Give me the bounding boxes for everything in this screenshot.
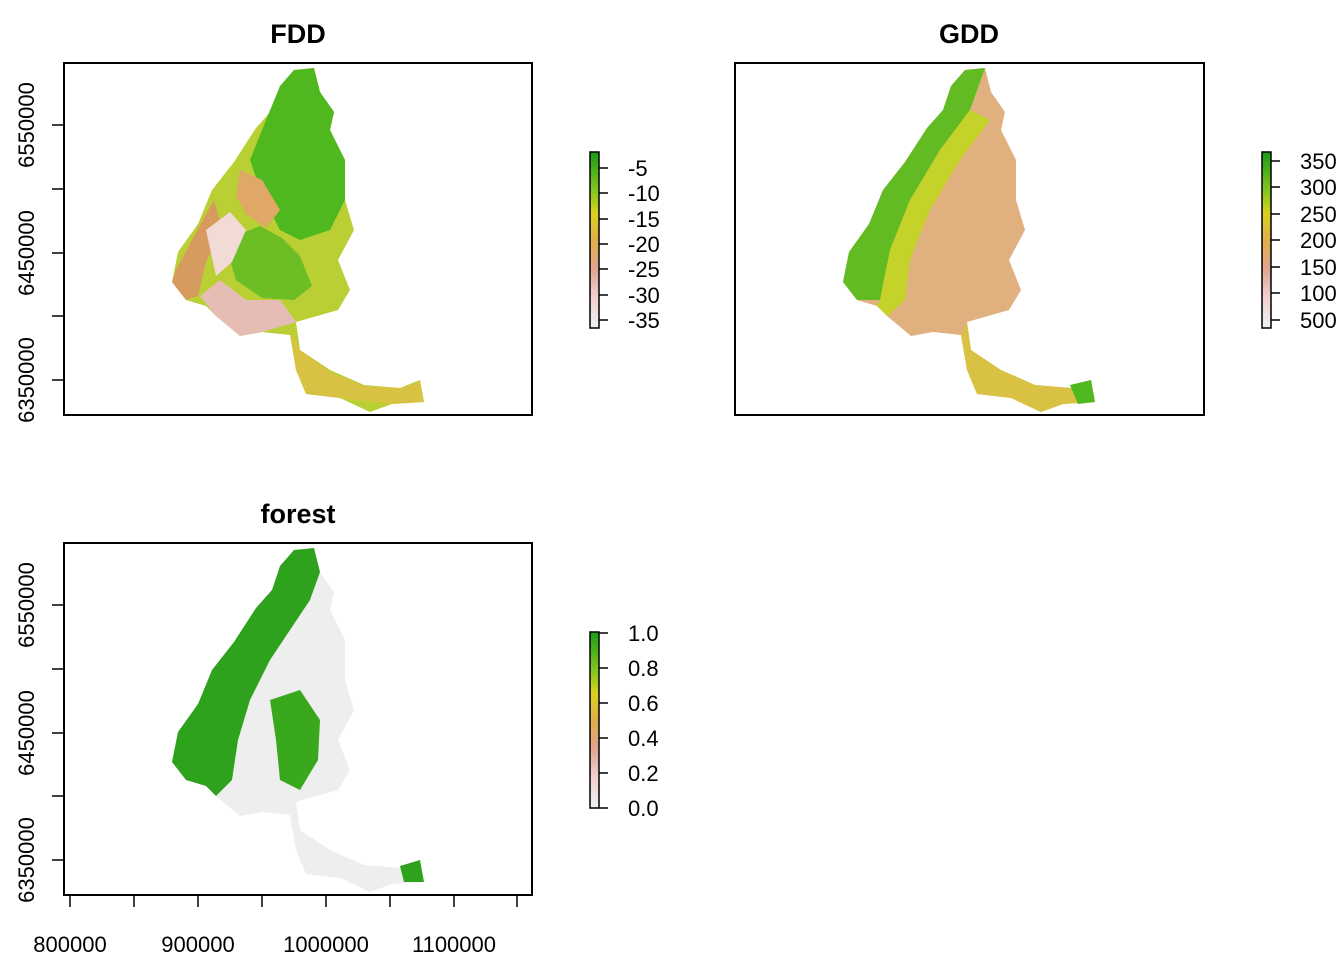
- legend-forest: 1.0 0.8 0.6 0.4 0.2 0.0: [589, 621, 659, 821]
- title-fdd: FDD: [270, 19, 326, 49]
- legend-label: -15: [628, 207, 660, 232]
- panel-gdd: GDD 350 300 250 200 150 1: [734, 19, 1337, 416]
- legend-colorbar: [589, 631, 600, 809]
- legend-label: -10: [628, 181, 660, 206]
- raster-gdd: [843, 68, 1095, 412]
- legend-label: 0.0: [628, 796, 659, 821]
- x-axis-forest: 800000 900000 1000000 1100000: [33, 894, 518, 957]
- y-tick-label: 6450000: [14, 690, 39, 776]
- legend-label: 0.6: [628, 691, 659, 716]
- plot-frame-gdd: [734, 62, 1205, 416]
- legend-label: 300: [1300, 175, 1337, 200]
- legend-label: 1.0: [628, 621, 659, 646]
- legend-label: 350: [1300, 149, 1337, 174]
- legend-label: -20: [628, 232, 660, 257]
- legend-label: 0.2: [628, 761, 659, 786]
- legend-fdd: -5 -10 -15 -20 -25 -30 -35: [589, 151, 660, 333]
- raster-fdd: [172, 68, 424, 412]
- raster-forest: [172, 548, 424, 892]
- legend-label: -5: [628, 156, 648, 181]
- legend-label: 200: [1300, 228, 1337, 253]
- legend-label: 0.4: [628, 726, 659, 751]
- x-tick-label: 900000: [161, 932, 234, 957]
- legend-gdd: 350 300 250 200 150 100 500: [1261, 149, 1337, 333]
- title-gdd: GDD: [939, 19, 999, 49]
- y-axis-fdd: 6350000 6450000 6550000: [14, 82, 65, 423]
- legend-label: 150: [1300, 255, 1337, 280]
- legend-colorbar: [1261, 151, 1272, 329]
- legend-label: 100: [1300, 281, 1337, 306]
- y-tick-label: 6350000: [14, 337, 39, 423]
- legend-label: 0.8: [628, 656, 659, 681]
- panel-fdd: FDD 6350000 6450000 6550000: [14, 19, 660, 423]
- legend-label: 500: [1300, 308, 1337, 333]
- x-tick-label: 1000000: [283, 932, 369, 957]
- y-tick-label: 6450000: [14, 210, 39, 296]
- x-tick-label: 800000: [33, 932, 106, 957]
- legend-label: 250: [1300, 202, 1337, 227]
- legend-label: -30: [628, 283, 660, 308]
- y-tick-label: 6350000: [14, 817, 39, 903]
- title-forest: forest: [260, 499, 335, 529]
- y-tick-label: 6550000: [14, 562, 39, 648]
- panel-forest: forest 6350000 6450000 6550000: [14, 499, 659, 957]
- legend-label: -25: [628, 257, 660, 282]
- y-axis-forest: 6350000 6450000 6550000: [14, 562, 65, 903]
- legend-colorbar: [589, 151, 600, 329]
- legend-label: -35: [628, 308, 660, 333]
- y-tick-label: 6550000: [14, 82, 39, 168]
- x-tick-label: 1100000: [412, 932, 496, 957]
